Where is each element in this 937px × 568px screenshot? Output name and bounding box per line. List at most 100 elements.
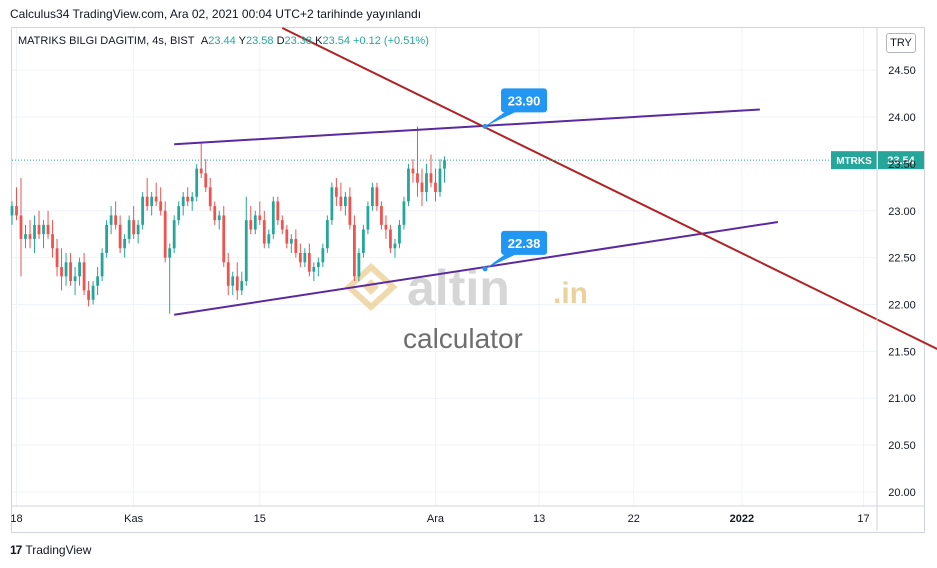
legend-low-label: D <box>276 35 285 47</box>
candle-body <box>87 290 90 300</box>
legend: MATRIKS BILGI DAGITIM, 4s, BIST A23.44 Y… <box>18 35 429 47</box>
candle-body <box>244 220 248 282</box>
last-price-value-box <box>878 151 924 170</box>
watermark-diamond-core-icon <box>363 279 379 295</box>
chart-frame[interactable] <box>11 27 925 533</box>
candle-body <box>249 220 253 230</box>
legend-symbol: MATRIKS BILGI DAGITIM, 4s, BIST <box>18 35 195 47</box>
x-tick-label: 22 <box>628 513 640 525</box>
candle-body <box>208 187 212 207</box>
time-axis: 18 Kas 15 Ara 13 22 2022 17 <box>10 505 924 525</box>
candle-body <box>343 196 347 207</box>
candle-body <box>114 215 118 225</box>
candle-body <box>55 248 59 267</box>
watermark: altin .in calculator <box>344 260 588 354</box>
resistance-line[interactable] <box>281 27 937 357</box>
x-tick-label: Kas <box>124 513 143 525</box>
candle-body <box>154 196 158 202</box>
y-tick-label: 20.00 <box>888 487 916 499</box>
candles <box>10 126 446 314</box>
candle-body <box>96 276 99 286</box>
candle-body <box>109 215 113 225</box>
candle-body <box>69 262 72 282</box>
candle-body <box>357 252 361 277</box>
y-tick-label: 23.00 <box>888 206 916 218</box>
candle-body <box>366 206 370 230</box>
candle-body <box>339 196 343 207</box>
candle-body <box>352 224 356 277</box>
y-tick-label: 22.00 <box>888 299 916 311</box>
candle-body <box>294 238 298 253</box>
tradingview-logo-icon: 17 <box>10 543 22 557</box>
channel-upper-line[interactable] <box>174 108 760 146</box>
candle-body <box>123 238 127 249</box>
candle-body <box>307 252 311 272</box>
candle-body <box>127 220 131 239</box>
candle-body <box>28 234 32 239</box>
candle-body <box>226 262 230 286</box>
candle-body <box>204 173 208 188</box>
candle-body <box>425 173 428 193</box>
candle-body <box>10 206 14 216</box>
candle-body <box>321 248 325 263</box>
candle-body <box>271 201 275 235</box>
candle-body <box>375 187 379 207</box>
candle-body <box>199 168 203 174</box>
channel-lower-line[interactable] <box>174 221 779 316</box>
trendlines <box>174 27 937 357</box>
x-tick-label: 15 <box>254 513 266 525</box>
footer-brand[interactable]: TradingView <box>25 543 92 557</box>
candle-body <box>177 206 181 221</box>
y-tick-label: 20.50 <box>888 440 916 452</box>
candle-body <box>105 224 109 253</box>
candle-body <box>168 248 172 258</box>
candle-body <box>276 201 280 221</box>
candle-body <box>280 220 284 230</box>
publication-line: Calculus34 TradingView.com, Ara 02, 2021… <box>10 7 422 21</box>
candle-body <box>181 196 185 207</box>
channel-upper-anchor-dot <box>482 123 488 129</box>
callouts: 23.90 22.38 <box>482 88 548 272</box>
candle-body <box>82 262 86 291</box>
candle-body <box>393 243 397 249</box>
candle-body <box>64 262 68 277</box>
candle-body <box>141 196 145 225</box>
y-tick-label: 21.50 <box>888 346 916 358</box>
channel-lower-callout-box[interactable] <box>501 230 548 255</box>
x-tick-label: 18 <box>10 513 22 525</box>
candle-body <box>262 220 266 244</box>
last-price-symbol: MTRKS <box>836 156 872 167</box>
candle-body <box>100 252 104 277</box>
candle-body <box>384 224 388 230</box>
channel-upper-callout-box[interactable] <box>501 88 548 113</box>
candle-body <box>217 215 221 221</box>
grid <box>12 28 877 506</box>
channel-lower-callout-label: 22.38 <box>508 236 541 251</box>
y-tick-label: 24.00 <box>888 112 916 124</box>
y-tick-label: 21.00 <box>888 393 916 405</box>
candle-body <box>325 220 329 249</box>
candle-body <box>195 168 199 197</box>
candle-body <box>371 187 374 207</box>
legend-open-label: A <box>200 35 209 47</box>
candle-body <box>253 215 257 230</box>
legend-close-value: 23.54 <box>322 35 350 47</box>
candle-body <box>136 224 140 235</box>
candle-body <box>411 168 415 174</box>
candle-body <box>330 187 334 221</box>
watermark-diamond-icon <box>344 262 398 312</box>
channel-upper-callout-label: 23.90 <box>508 93 541 108</box>
last-price-line: MTRKS 23.54 <box>12 151 924 170</box>
candle-body <box>285 229 289 244</box>
x-tick-label: 2022 <box>730 513 754 525</box>
y-tick-label: 22.50 <box>888 253 916 265</box>
candle-body <box>398 224 401 244</box>
candle-body <box>213 206 217 221</box>
candle-body <box>312 267 316 272</box>
candle-body <box>298 252 302 263</box>
currency-button[interactable]: TRY <box>886 33 916 53</box>
candle-body <box>172 220 176 249</box>
legend-change: +0.12 (+0.51%) <box>353 35 429 47</box>
candle-body <box>150 196 154 207</box>
